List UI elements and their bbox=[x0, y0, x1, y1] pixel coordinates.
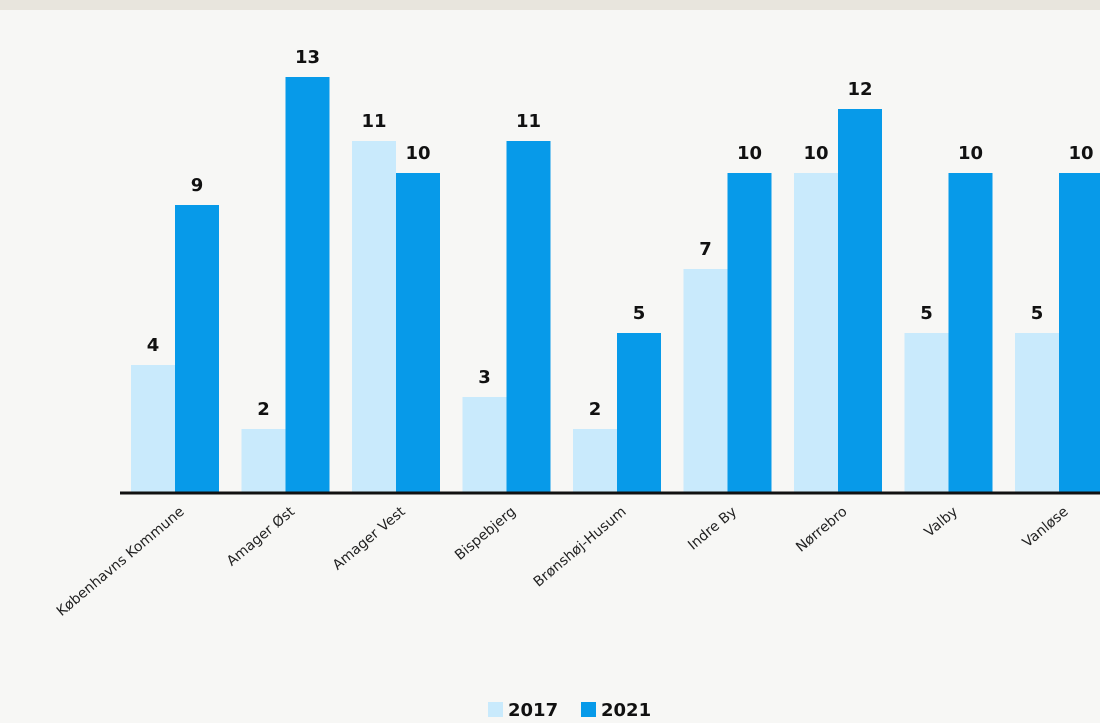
value-label-2021-6: 10 bbox=[737, 143, 762, 164]
bar-2021-5 bbox=[617, 333, 661, 493]
value-label-2017-6: 7 bbox=[699, 239, 712, 260]
bar-2021-1 bbox=[175, 205, 219, 493]
value-label-2017-8: 5 bbox=[920, 303, 933, 324]
bar-2021-4 bbox=[506, 141, 551, 493]
value-label-2017-7: 10 bbox=[803, 143, 828, 164]
legend-label-2017: 2017 bbox=[508, 700, 558, 721]
legend-swatch-2021 bbox=[581, 702, 596, 717]
category-label-3: Amager Vest bbox=[330, 503, 409, 573]
category-label-7: Nørrebro bbox=[793, 504, 850, 556]
value-label-2021-1: 9 bbox=[191, 175, 204, 196]
bar-2021-6 bbox=[727, 173, 772, 493]
category-label-6: Indre By bbox=[685, 504, 740, 554]
value-label-2021-7: 12 bbox=[847, 79, 872, 100]
value-label-2017-5: 2 bbox=[589, 399, 602, 420]
legend-swatch-2017 bbox=[488, 702, 503, 717]
bar-2017-4 bbox=[462, 397, 507, 493]
legend-label-2021: 2021 bbox=[601, 700, 651, 721]
value-label-2017-2: 2 bbox=[257, 399, 270, 420]
value-label-2017-1: 4 bbox=[147, 335, 160, 356]
value-label-2021-5: 5 bbox=[633, 303, 646, 324]
bar-2021-8 bbox=[948, 173, 993, 493]
bar-chart: 4 9 2 13 11 10 3 11 2 5 7 10 10 12 5 10 5 10 Københavns K… bbox=[54, 47, 1100, 721]
bar-2017-3 bbox=[352, 141, 396, 493]
bar-2017-8 bbox=[904, 333, 949, 493]
bar-2017-5 bbox=[573, 429, 617, 493]
bar-2017-7 bbox=[794, 173, 838, 493]
category-label-5: Brønshøj-Husum bbox=[531, 504, 630, 591]
bar-2021-7 bbox=[838, 109, 882, 493]
bar-2021-2 bbox=[285, 77, 330, 493]
category-label-9: Vanløse bbox=[1020, 504, 1072, 551]
bar-2021-3 bbox=[396, 173, 440, 493]
category-label-8: Valby bbox=[922, 504, 962, 541]
value-label-2017-9: 5 bbox=[1031, 303, 1044, 324]
value-label-2021-9: 10 bbox=[1068, 143, 1093, 164]
value-label-2021-3: 10 bbox=[405, 143, 430, 164]
chart-frame: 4 9 2 13 11 10 3 11 2 5 7 10 10 12 5 10 5 10 Københavns K… bbox=[0, 10, 1100, 723]
bar-2017-2 bbox=[241, 429, 286, 493]
bar-2021-9 bbox=[1059, 173, 1100, 493]
value-label-2017-4: 3 bbox=[478, 367, 491, 388]
value-label-2021-2: 13 bbox=[295, 47, 320, 68]
category-labels-group: Københavns Kommune Amager Øst Amager Vest B… bbox=[54, 503, 1072, 619]
bar-2017-9 bbox=[1015, 333, 1059, 493]
bar-2017-1 bbox=[131, 365, 175, 493]
value-labels-group: 4 9 2 13 11 10 3 11 2 5 7 10 10 12 5 10 5 10 bbox=[147, 47, 1094, 420]
value-label-2021-8: 10 bbox=[958, 143, 983, 164]
bars-group bbox=[131, 77, 1100, 493]
category-label-4: Bispebjerg bbox=[452, 504, 519, 564]
value-label-2017-3: 11 bbox=[361, 111, 386, 132]
value-label-2021-4: 11 bbox=[516, 111, 541, 132]
category-label-1: Københavns Kommune bbox=[54, 504, 188, 620]
legend: 2017 2021 bbox=[488, 700, 651, 721]
category-label-2: Amager Øst bbox=[224, 503, 298, 569]
bar-2017-6 bbox=[683, 269, 728, 493]
